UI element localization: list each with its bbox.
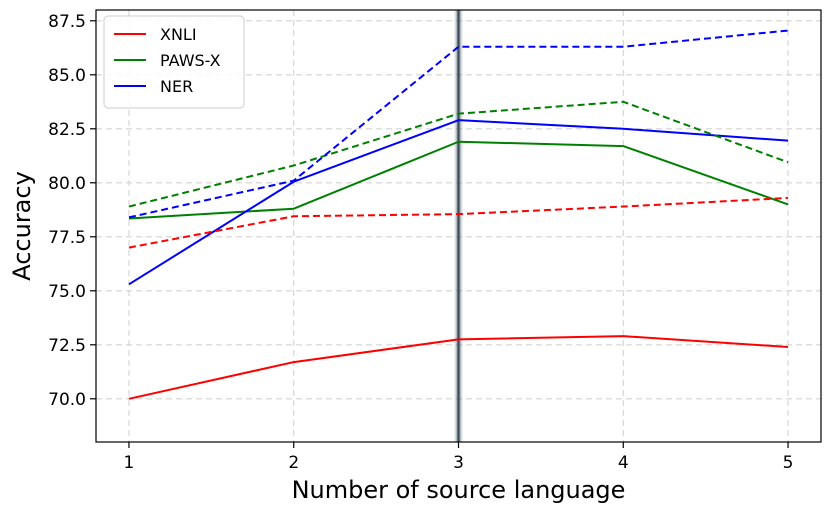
x-tick-label: 4 bbox=[618, 453, 629, 473]
x-tick-label: 5 bbox=[783, 453, 794, 473]
legend: XNLI PAWS-X NER bbox=[103, 15, 245, 109]
series-line-5 bbox=[128, 29, 789, 219]
legend-label: PAWS-X bbox=[160, 51, 221, 70]
y-tick-label: 87.5 bbox=[48, 12, 86, 32]
y-tick-label: 77.5 bbox=[48, 228, 86, 248]
x-tick-label: 1 bbox=[124, 453, 135, 473]
series-line-2 bbox=[128, 119, 789, 286]
y-tick-label: 80.0 bbox=[48, 174, 86, 194]
series-lines bbox=[128, 29, 789, 400]
legend-label: NER bbox=[160, 77, 193, 96]
series-line-3 bbox=[128, 196, 789, 249]
y-tick-label: 85.0 bbox=[48, 66, 86, 86]
x-axis-label: Number of source language bbox=[292, 476, 626, 504]
y-tick-label: 70.0 bbox=[48, 390, 86, 410]
series-line-4 bbox=[128, 100, 789, 208]
y-tick-label: 75.0 bbox=[48, 282, 86, 302]
series-line-0 bbox=[128, 335, 789, 400]
x-tick-label: 3 bbox=[453, 453, 464, 473]
axis-ticks: 70.0 72.5 75.0 77.5 80.0 82.5 85.0 87.5 1 2 3 4 5 bbox=[48, 12, 793, 473]
series-line-1 bbox=[128, 140, 789, 220]
x-tick-label: 2 bbox=[288, 453, 299, 473]
y-axis-label: Accuracy bbox=[8, 171, 36, 281]
y-tick-label: 82.5 bbox=[48, 120, 86, 140]
y-tick-label: 72.5 bbox=[48, 336, 86, 356]
legend-label: XNLI bbox=[160, 25, 197, 44]
